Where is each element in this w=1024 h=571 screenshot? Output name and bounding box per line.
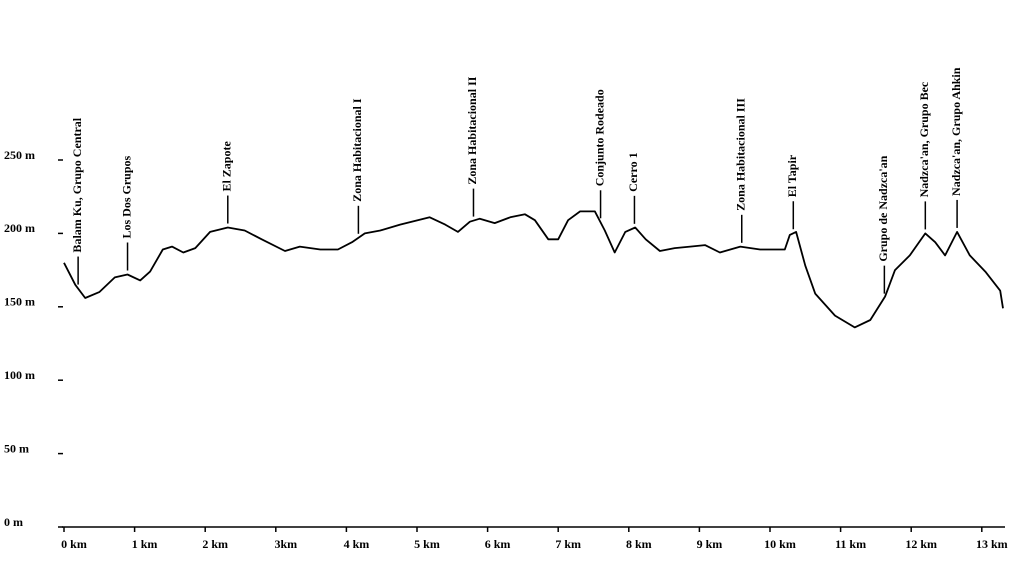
x-tick-label: 1 km [132,537,158,551]
x-tick-label: 10 km [764,537,796,551]
x-tick-label: 13 km [976,537,1008,551]
x-tick-label: 7 km [555,537,581,551]
x-tick-label: 0 km [61,537,87,551]
x-tick-label: 12 km [905,537,937,551]
x-tick-label: 11 km [835,537,866,551]
x-tick-label: 8 km [626,537,652,551]
annotation-label: El Tapir [785,154,799,197]
annotation-label: Zona Habitacional III [734,98,748,211]
annotation-label: Balam Ku, Grupo Central [70,117,84,252]
x-tick-label: 9 km [697,537,723,551]
annotation-label: Los Dos Grupos [119,155,133,238]
y-tick-label: 50 m [4,441,29,455]
y-tick-label: 100 m [4,368,35,382]
annotation-label: Zona Habitacional I [350,98,364,202]
x-tick-label: 6 km [485,537,511,551]
y-tick-label: 0 m [4,515,23,529]
annotation-label: Nadzca'an, Grupo Ahkin [949,67,963,196]
profile-line [63,210,1004,329]
annotation-label: Zona Habitacional II [465,76,479,184]
x-tick-label: 5 km [414,537,440,551]
x-tick-label: 2 km [202,537,228,551]
y-tick-label: 250 m [4,148,35,162]
x-tick-label: 3km [274,537,297,551]
annotation-label: El Zapote [220,141,234,192]
annotation-label: Nadzca'an, Grupo Bec [917,81,931,197]
y-tick-label: 200 m [4,221,35,235]
y-tick-label: 150 m [4,295,35,309]
annotation-label: Conjunto Rodeado [592,89,606,186]
annotation-label: Cerro 1 [626,152,640,191]
x-tick-label: 4 km [344,537,370,551]
annotation-label: Grupo de Nadzca'an [876,155,890,261]
